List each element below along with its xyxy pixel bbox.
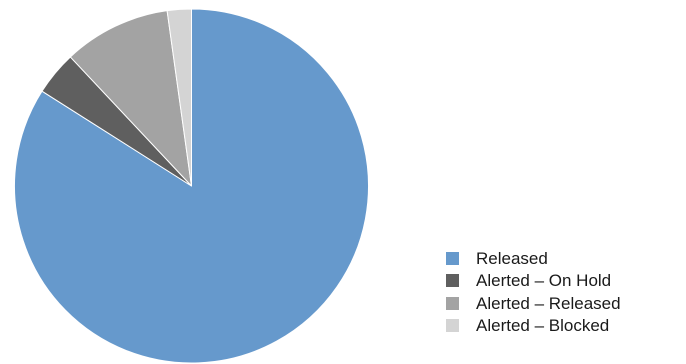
pie-slice-2 [69,10,192,187]
legend-item-alerted-blocked: Alerted – Blocked [446,315,682,338]
legend-label-alerted-on-hold: Alerted – On Hold [476,271,612,291]
legend-item-alerted-on-hold: Alerted – On Hold [446,270,682,293]
legend-item-alerted-released: Alerted – Released [446,292,682,315]
legend-swatch-alerted-on-hold [446,274,459,288]
legend-label-alerted-released: Alerted – Released [476,293,621,313]
chart-legend: Released Alerted – On Hold Alerted – Rel… [446,247,682,337]
legend-swatch-alerted-released [446,296,459,310]
pie-slice-3 [166,8,192,187]
legend-swatch-alerted-blocked [446,319,459,333]
pie-slices [14,8,369,364]
legend-swatch-released [446,251,459,265]
legend-item-released: Released [446,247,682,270]
pie-slice-0 [14,8,369,364]
legend-label-alerted-blocked: Alerted – Blocked [476,316,610,336]
legend-label-released: Released [476,248,548,268]
